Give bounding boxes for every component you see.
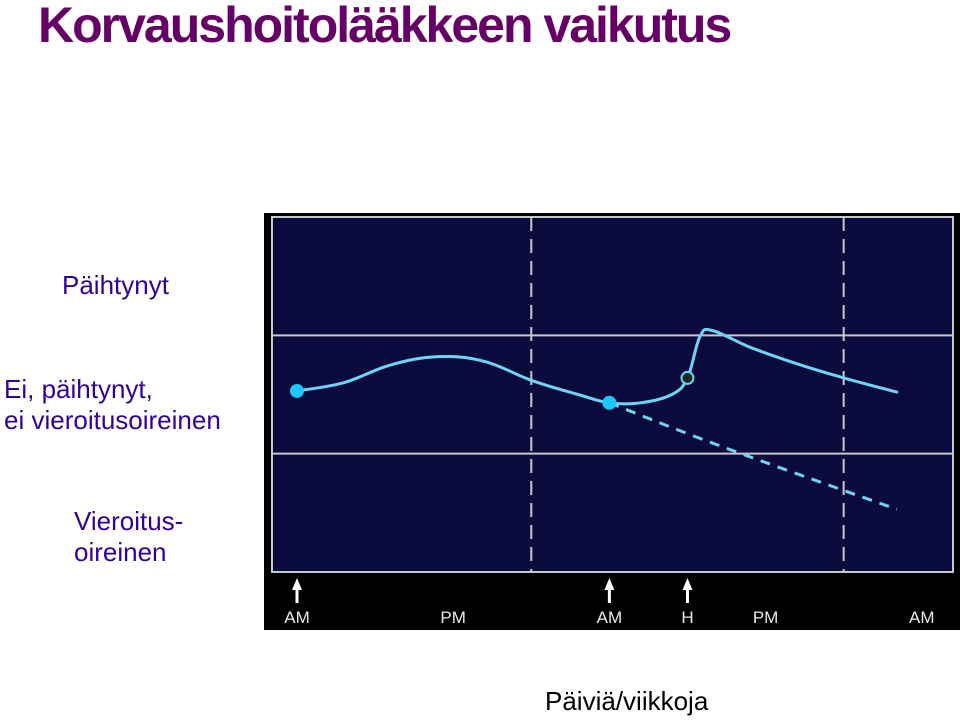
band-label-normal-line1: Ei, päihtynyt, [4, 374, 153, 404]
x-tick-label: PM [440, 608, 466, 627]
x-tick-label: H [681, 608, 693, 627]
x-tick-label: PM [753, 608, 779, 627]
x-tick-label: AM [284, 608, 310, 627]
x-axis-label: Päiviä/viikkoja [545, 686, 709, 716]
x-tick-label: AM [909, 608, 935, 627]
x-tick-label: AM [597, 608, 623, 627]
dose-arrow-head [604, 578, 615, 590]
chart-plot-bg [272, 217, 953, 572]
chart-plot-border [271, 216, 954, 573]
data-marker-open [680, 370, 695, 385]
data-marker [602, 395, 617, 410]
chart: AM PM AM H PM AM [264, 213, 960, 630]
page-title: Korvaushoitolääkkeen vaikutus [38, 0, 732, 53]
data-marker [289, 383, 304, 398]
band-label-normal: Ei, päihtynyt, ei vieroitusoireinen [4, 374, 221, 436]
dose-arrow-head [682, 578, 693, 590]
band-label-intoxicated-text: Päihtynyt [62, 270, 169, 300]
band-label-normal-line2: ei vieroitusoireinen [4, 405, 221, 435]
band-label-withdrawal-line2: oireinen [74, 537, 167, 567]
band-label-intoxicated: Päihtynyt [62, 270, 169, 301]
chart-svg: AM PM AM H PM AM [264, 213, 960, 630]
band-label-withdrawal: Vieroitus- oireinen [74, 506, 183, 568]
dose-arrow-head [291, 578, 302, 590]
series-line-solid [295, 327, 899, 406]
band-label-withdrawal-line1: Vieroitus- [74, 506, 184, 536]
